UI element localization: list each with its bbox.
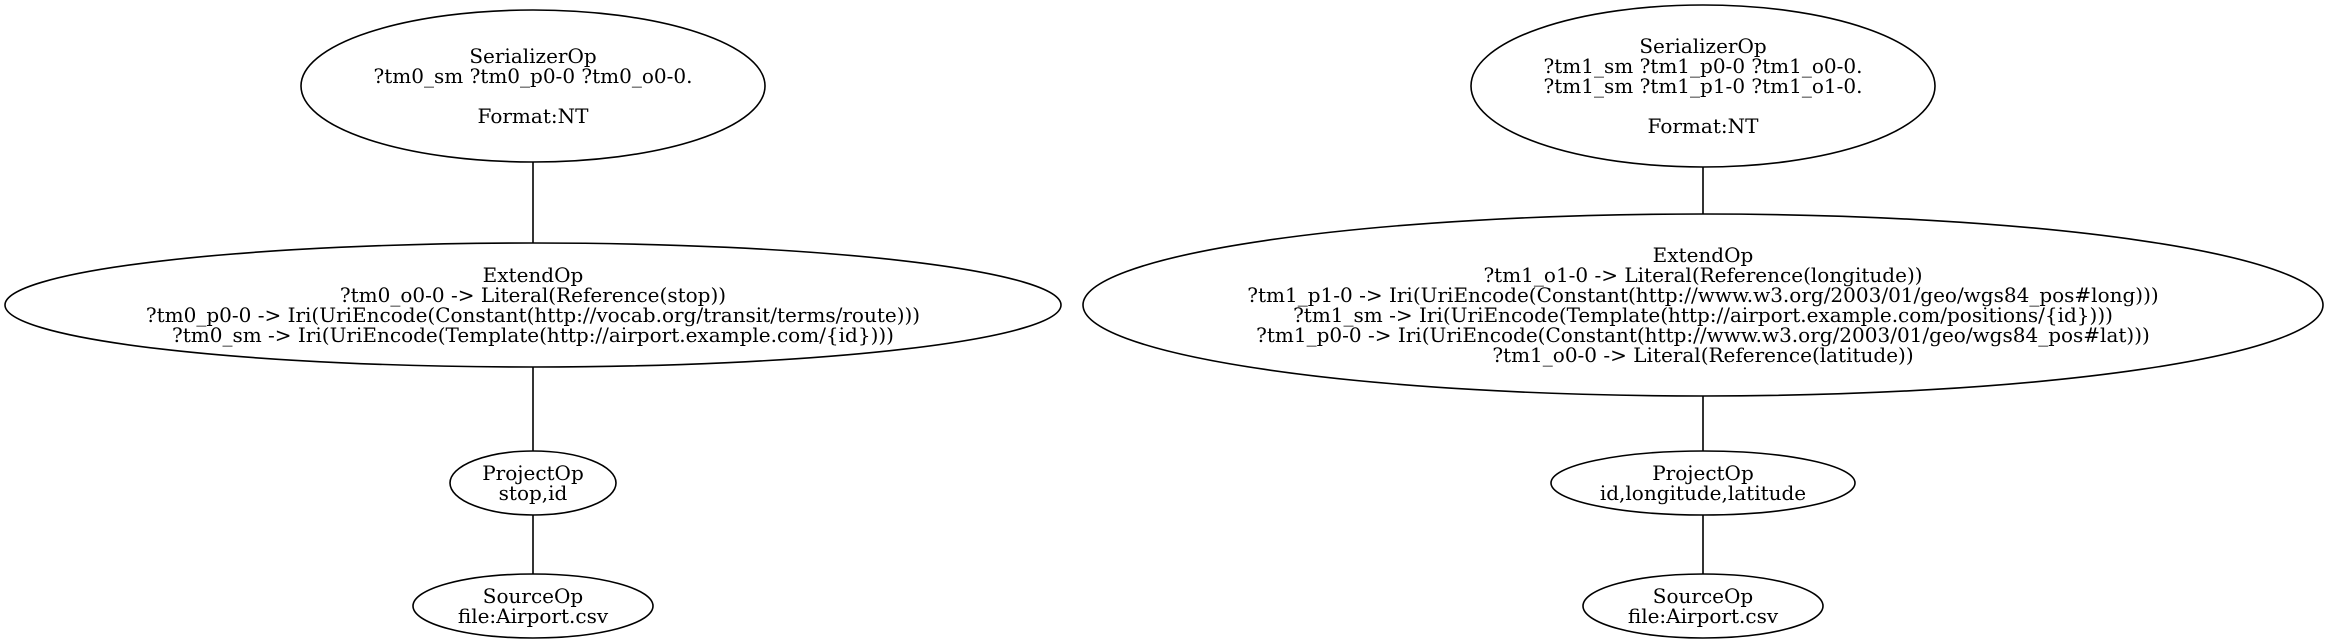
node-label-line: Format:NT: [1648, 114, 1760, 138]
node-label-line: stop,id: [499, 481, 568, 505]
node-label-line: ProjectOp: [482, 461, 584, 485]
node-label-line: file:Airport.csv: [1628, 604, 1779, 628]
node-label-line: ?tm1_sm ?tm1_p0-0 ?tm1_o0-0.: [1544, 54, 1863, 78]
node-label-line: file:Airport.csv: [458, 604, 609, 628]
node-ellipse-proj1: [1550, 450, 1856, 516]
node-label-line: ExtendOp: [483, 263, 584, 287]
node-label-line: ?tm1_sm ?tm1_p1-0 ?tm1_o1-0.: [1544, 74, 1863, 98]
node-ser1: SerializerOp?tm1_sm ?tm1_p0-0 ?tm1_o0-0.…: [1470, 4, 1936, 168]
edges-layer: [532, 162, 1704, 574]
node-ellipse-ext1: [1082, 213, 2324, 397]
node-label-line: ?tm1_sm -> Iri(UriEncode(Template(http:/…: [1293, 303, 2113, 327]
node-label-line: ProjectOp: [1652, 461, 1754, 485]
nodes-layer: SerializerOp?tm0_sm ?tm0_p0-0 ?tm0_o0-0.…: [4, 4, 2324, 639]
node-label-line: SerializerOp: [469, 44, 596, 68]
node-ellipse-proj0: [449, 450, 617, 516]
node-ellipse-src0: [412, 573, 654, 639]
node-label-line: SourceOp: [483, 584, 583, 608]
node-label-line: ?tm0_o0-0 -> Literal(Reference(stop)): [340, 283, 726, 307]
node-ext1: ExtendOp?tm1_o1-0 -> Literal(Reference(l…: [1082, 213, 2324, 397]
node-ellipse-ext0: [4, 242, 1062, 368]
node-label-line: ExtendOp: [1653, 243, 1754, 267]
node-label-line: SerializerOp: [1639, 34, 1766, 58]
node-label-line: ?tm1_o0-0 -> Literal(Reference(latitude)…: [1492, 343, 1913, 367]
node-label-line: id,longitude,latitude: [1600, 481, 1806, 505]
node-ellipse-ser0: [300, 9, 766, 163]
node-label-line: SourceOp: [1653, 584, 1753, 608]
node-label-line: ?tm1_o1-0 -> Literal(Reference(longitude…: [1483, 263, 1922, 287]
node-label-line: ?tm0_sm -> Iri(UriEncode(Template(http:/…: [172, 323, 894, 347]
node-label-line: ?tm1_p1-0 -> Iri(UriEncode(Constant(http…: [1247, 283, 2158, 307]
node-label-line: Format:NT: [478, 104, 590, 128]
node-label-line: ?tm0_sm ?tm0_p0-0 ?tm0_o0-0.: [374, 64, 693, 88]
node-ellipse-src1: [1582, 573, 1824, 639]
node-label-line: ?tm1_p0-0 -> Iri(UriEncode(Constant(http…: [1256, 323, 2150, 347]
node-label-line: ?tm0_p0-0 -> Iri(UriEncode(Constant(http…: [146, 303, 920, 327]
node-ser0: SerializerOp?tm0_sm ?tm0_p0-0 ?tm0_o0-0.…: [300, 9, 766, 163]
node-ext0: ExtendOp?tm0_o0-0 -> Literal(Reference(s…: [4, 242, 1062, 368]
node-ellipse-ser1: [1470, 4, 1936, 168]
